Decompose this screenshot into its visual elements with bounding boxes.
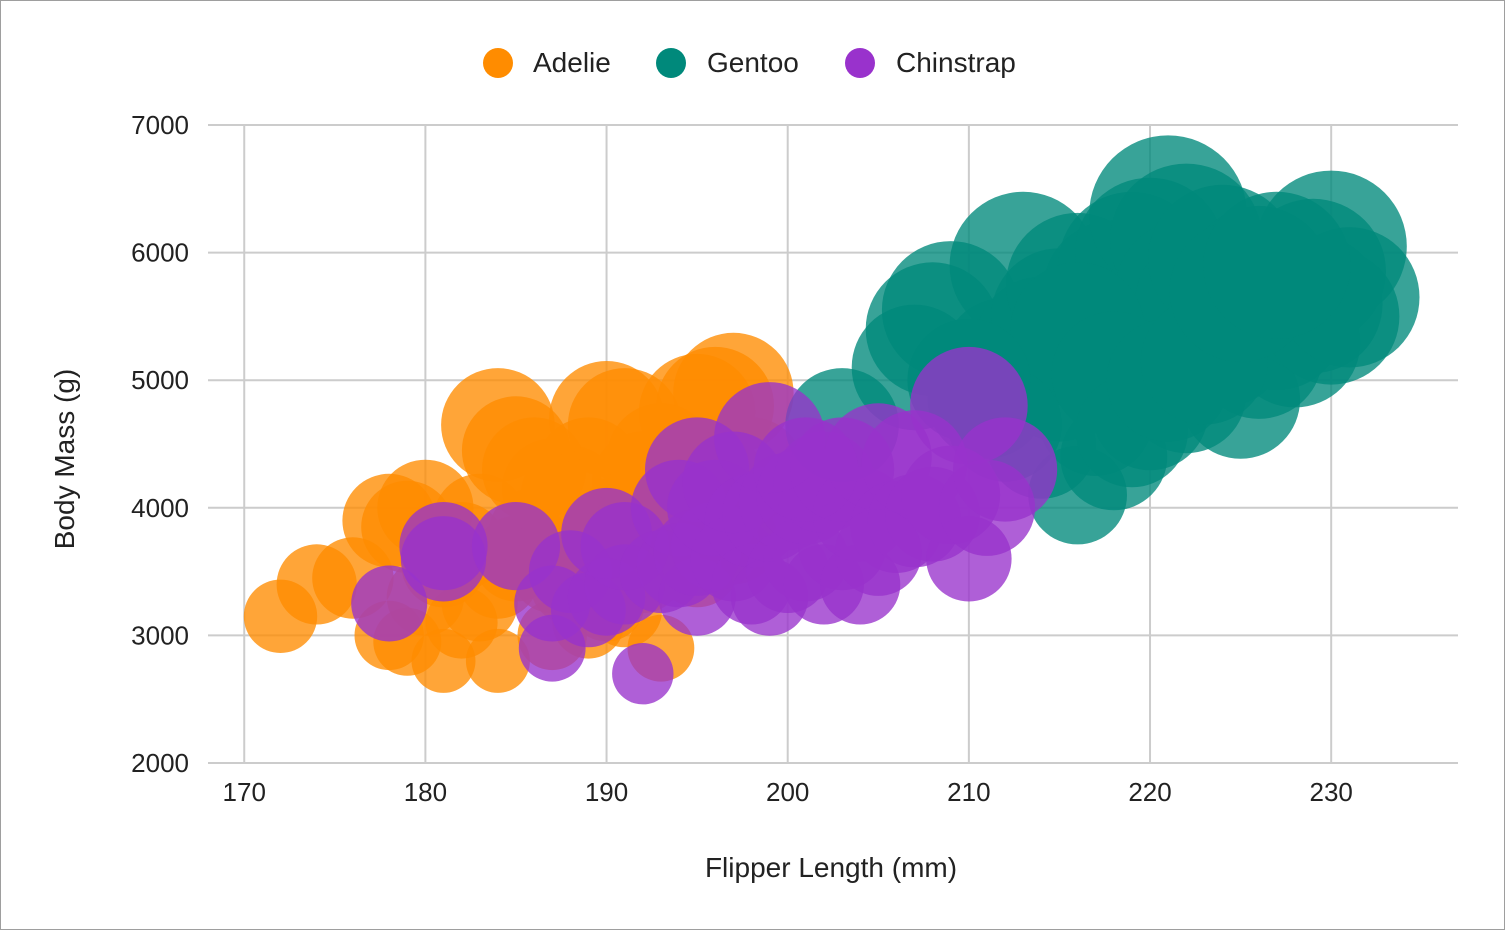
axes: 2000 3000 4000 5000 6000 7000 170 180 190 200 210 2… xyxy=(131,110,1353,807)
y-tick-label: 4000 xyxy=(131,493,189,523)
bubbles xyxy=(243,135,1420,705)
legend[interactable]: Adelie Gentoo Chinstrap xyxy=(483,47,1016,78)
legend-label: Adelie xyxy=(533,47,611,78)
legend-item-adelie[interactable]: Adelie xyxy=(483,47,611,78)
x-tick-label: 170 xyxy=(223,777,266,807)
x-tick-label: 220 xyxy=(1128,777,1171,807)
x-tick-label: 230 xyxy=(1309,777,1352,807)
legend-item-gentoo[interactable]: Gentoo xyxy=(656,47,799,78)
legend-marker xyxy=(656,48,686,78)
bubble-point[interactable] xyxy=(753,417,858,522)
y-axis-title: Body Mass (g) xyxy=(49,369,80,550)
bubble-point[interactable] xyxy=(612,643,674,705)
legend-marker xyxy=(483,48,513,78)
bubble-point[interactable] xyxy=(351,565,428,642)
legend-label: Chinstrap xyxy=(896,47,1016,78)
bubble-point[interactable] xyxy=(953,417,1058,522)
y-tick-label: 2000 xyxy=(131,748,189,778)
legend-marker xyxy=(845,48,875,78)
y-tick-label: 7000 xyxy=(131,110,189,140)
bubble-point[interactable] xyxy=(465,628,530,693)
x-tick-label: 200 xyxy=(766,777,809,807)
y-tick-label: 5000 xyxy=(131,365,189,395)
x-tick-label: 190 xyxy=(585,777,628,807)
bubble-point[interactable] xyxy=(400,516,487,602)
series-chinstrap xyxy=(351,346,1058,705)
x-tick-label: 210 xyxy=(947,777,990,807)
bubble-point[interactable] xyxy=(1203,191,1351,339)
legend-label: Gentoo xyxy=(707,47,799,78)
legend-item-chinstrap[interactable]: Chinstrap xyxy=(845,47,1016,78)
bubble-point[interactable] xyxy=(834,509,922,596)
x-tick-label: 180 xyxy=(404,777,447,807)
y-tick-label: 6000 xyxy=(131,238,189,268)
x-axis-title: Flipper Length (mm) xyxy=(705,852,957,883)
y-tick-label: 3000 xyxy=(131,620,189,650)
